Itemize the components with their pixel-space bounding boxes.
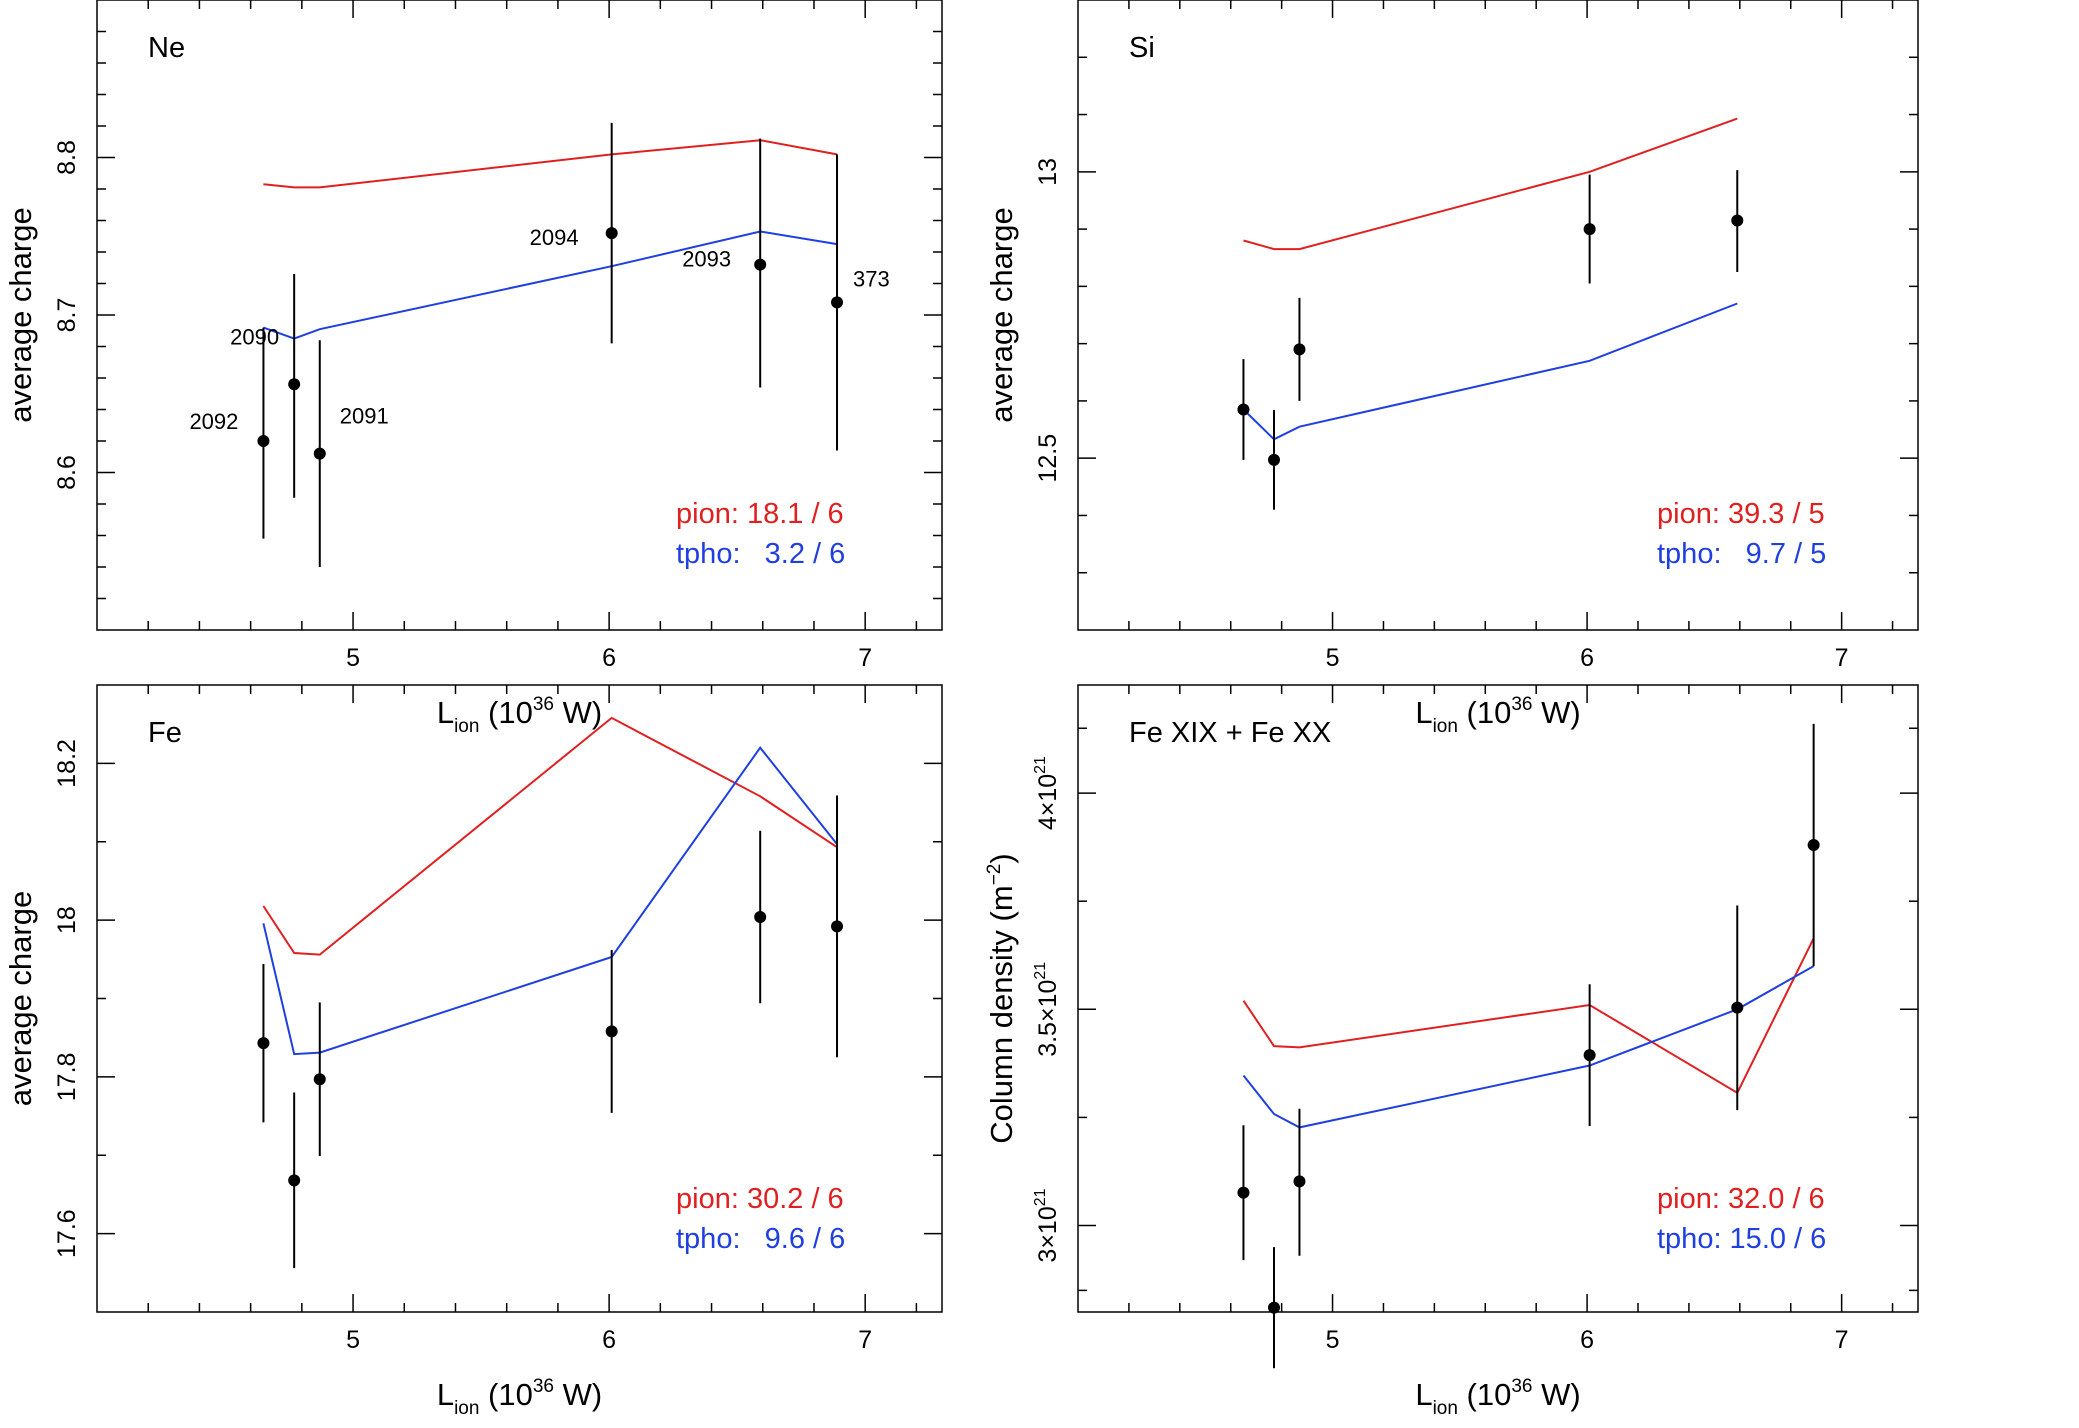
panel-1: 5 6 7 8.6 8.7 8.8 average charge Ne 2092 2090 2091…	[3, 0, 943, 737]
series-line-tpho	[263, 230, 838, 340]
y-tick-label: 3.5×1021	[1032, 962, 1062, 1057]
x-tick-label: 7	[858, 1326, 872, 1354]
plot-frame	[96, 684, 943, 1313]
data-point	[831, 296, 844, 309]
x-tick-label: 5	[1326, 644, 1340, 672]
data-point	[754, 910, 767, 923]
plot-frame	[1077, 0, 1919, 631]
x-tick-label: 6	[602, 1326, 616, 1354]
point-label: 2094	[530, 225, 579, 250]
x-axis-title: Lion (1036 W)	[1415, 1376, 1580, 1419]
stat-pion: pion: 18.1 / 6	[676, 498, 844, 530]
data-point	[1583, 1049, 1596, 1062]
y-axis-title: average charge	[984, 207, 1019, 422]
data-point	[257, 1037, 270, 1050]
series-line-pion	[262, 716, 838, 956]
y-axis-title: Column density (m−2)	[984, 853, 1019, 1143]
stat-tpho: tpho: 9.6 / 6	[676, 1223, 845, 1255]
point-label: 2090	[230, 324, 279, 349]
x-tick-label: 6	[1580, 644, 1594, 672]
point-label: 2092	[189, 409, 238, 434]
y-tick-label: 4×1021	[1032, 756, 1062, 830]
point-label: 2091	[340, 404, 389, 429]
data-point	[1268, 453, 1280, 466]
plot-frame	[1077, 684, 1919, 1313]
series-line-pion	[1243, 117, 1738, 251]
x-tick-label: 7	[1835, 644, 1849, 672]
y-tick-label: 18	[53, 906, 81, 934]
panel-2: 5 6 7 12.5 13 average charge Si pion: 39.3 / 5 t…	[984, 0, 1919, 737]
data-point	[288, 378, 301, 391]
x-tick-label: 5	[346, 644, 360, 672]
panel-title: Fe	[148, 717, 182, 749]
x-tick-label: 5	[1326, 1326, 1340, 1354]
data-point	[1293, 343, 1306, 356]
series-line-pion	[1242, 937, 1815, 1095]
data-point	[257, 435, 270, 447]
data-point	[605, 1025, 618, 1038]
data-point	[1731, 1001, 1744, 1014]
data-point	[1731, 214, 1744, 227]
y-tick-label: 17.8	[53, 1053, 81, 1102]
y-tick-label: 8.7	[53, 298, 81, 333]
y-tick-label: 12.5	[1034, 434, 1062, 483]
y-axis-title: average charge	[3, 891, 38, 1106]
stat-pion: pion: 32.0 / 6	[1657, 1183, 1825, 1215]
stat-pion: pion: 30.2 / 6	[676, 1183, 844, 1215]
x-axis-title: Lion (1036 W)	[1415, 694, 1580, 737]
x-tick-label: 6	[1580, 1326, 1594, 1354]
series-line-tpho	[1242, 302, 1738, 441]
point-label: 2093	[682, 247, 731, 272]
series-line-tpho	[1242, 965, 1815, 1129]
x-axis-title: Lion (1036 W)	[437, 1376, 602, 1419]
data-point	[605, 227, 618, 240]
y-tick-label: 3×1021	[1032, 1188, 1062, 1262]
panel-title: Si	[1129, 32, 1155, 64]
point-label: 373	[853, 266, 890, 291]
data-point	[1583, 223, 1596, 236]
y-tick-label: 18.2	[53, 739, 81, 788]
stat-tpho: tpho: 15.0 / 6	[1657, 1223, 1826, 1255]
y-axis-title: average charge	[3, 207, 38, 422]
data-point	[1237, 403, 1250, 416]
data-point	[1293, 1175, 1306, 1188]
y-tick-label: 8.6	[53, 455, 81, 490]
stat-pion: pion: 39.3 / 5	[1657, 498, 1825, 530]
x-tick-label: 7	[858, 644, 872, 672]
panel-title: Fe XIX + Fe XX	[1129, 717, 1331, 749]
y-tick-label: 13	[1034, 158, 1062, 186]
panel-3: 5 6 7 17.6 17.8 18 18.2 average charge Fe pion: 3…	[3, 684, 943, 1419]
data-point	[288, 1174, 301, 1187]
data-point	[1237, 1186, 1250, 1199]
panel-title: Ne	[148, 32, 185, 64]
y-tick-label: 8.8	[53, 140, 81, 175]
panel-4: 5 6 7 3×1021 3.5×1021 4×1021 Column density (m…	[984, 684, 1919, 1419]
x-tick-label: 7	[1835, 1326, 1849, 1354]
data-point	[831, 920, 844, 933]
data-point	[754, 258, 767, 271]
y-tick-label: 17.6	[53, 1209, 81, 1258]
stat-tpho: tpho: 9.7 / 5	[1657, 538, 1826, 570]
data-point	[313, 1073, 326, 1086]
data-point	[313, 447, 326, 460]
data-point	[1807, 838, 1820, 851]
series-line-pion	[263, 139, 838, 189]
series-line-tpho	[262, 746, 838, 1056]
stat-tpho: tpho: 3.2 / 6	[676, 538, 845, 570]
plot-frame	[96, 0, 943, 631]
data-point	[1268, 1301, 1280, 1314]
x-tick-label: 6	[602, 644, 616, 672]
x-tick-label: 5	[346, 1326, 360, 1354]
x-axis-title: Lion (1036 W)	[437, 694, 602, 737]
